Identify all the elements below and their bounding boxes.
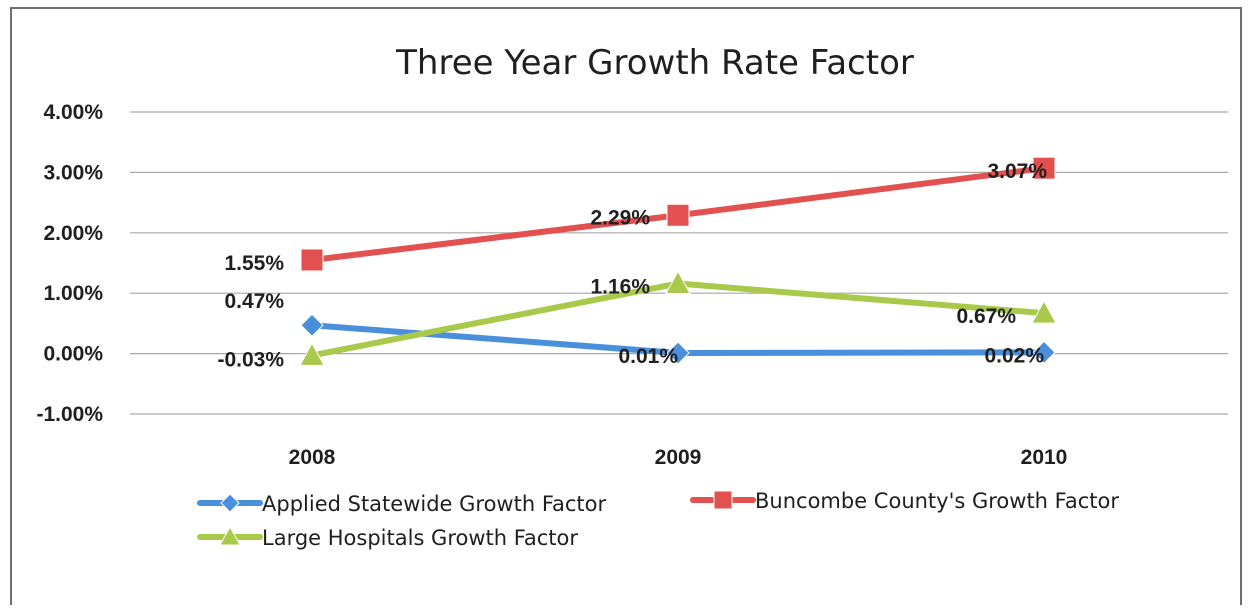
data-label: 0.02% xyxy=(984,344,1044,367)
legend-label: Buncombe County's Growth Factor xyxy=(755,489,1119,513)
data-point-square xyxy=(1032,156,1056,180)
chart-title: Three Year Growth Rate Factor xyxy=(395,43,914,83)
data-label: 1.16% xyxy=(590,276,650,299)
data-label: -0.03% xyxy=(217,348,284,371)
y-tick-label: 0.00% xyxy=(43,343,103,366)
legend-label: Large Hospitals Growth Factor xyxy=(262,526,578,550)
y-tick-label: 4.00% xyxy=(43,101,103,124)
y-tick-label: 1.00% xyxy=(43,282,103,305)
x-tick-label: 2009 xyxy=(655,446,702,469)
x-tick-label: 2008 xyxy=(289,446,336,469)
data-label: 0.47% xyxy=(224,290,284,313)
data-point-diamond xyxy=(1032,340,1056,365)
legend-marker xyxy=(713,490,733,510)
data-point-triangle xyxy=(1031,300,1057,324)
x-tick-label: 2010 xyxy=(1021,446,1068,469)
data-point-triangle xyxy=(665,270,691,295)
data-label: 0.67% xyxy=(956,305,1016,328)
data-label: 2.29% xyxy=(590,206,650,229)
data-label: 3.07% xyxy=(987,160,1047,183)
legend-marker xyxy=(220,493,240,513)
data-label: 1.55% xyxy=(224,252,284,275)
y-tick-label: -1.00% xyxy=(36,403,103,426)
legend-marker xyxy=(219,525,241,546)
data-point-diamond xyxy=(300,313,324,337)
data-point-square xyxy=(666,203,690,227)
data-point-square xyxy=(300,248,324,272)
y-tick-label: 3.00% xyxy=(43,161,103,184)
data-point-triangle xyxy=(299,342,325,366)
legend-label: Applied Statewide Growth Factor xyxy=(262,492,606,516)
data-label: 0.01% xyxy=(618,345,678,368)
data-point-diamond xyxy=(666,341,690,365)
y-tick-label: 2.00% xyxy=(43,222,103,245)
